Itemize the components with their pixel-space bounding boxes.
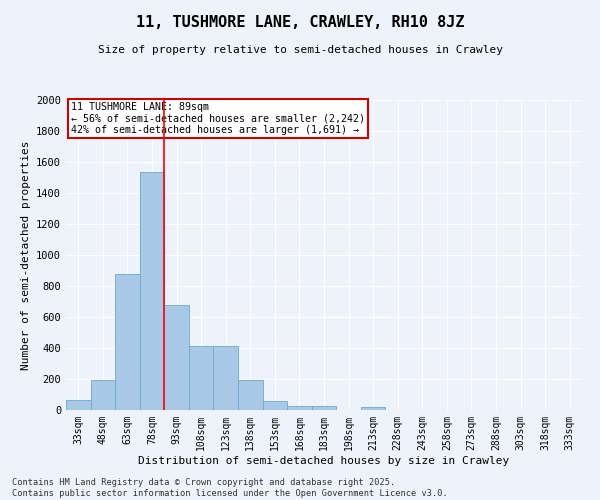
Bar: [164, 304, 189, 410]
Bar: [312, 406, 336, 410]
Bar: [214, 346, 238, 410]
Text: Size of property relative to semi-detached houses in Crawley: Size of property relative to semi-detach…: [97, 45, 503, 55]
Y-axis label: Number of semi-detached properties: Number of semi-detached properties: [20, 140, 31, 370]
Bar: [263, 402, 287, 410]
Bar: [140, 172, 164, 410]
Bar: [91, 380, 115, 410]
Text: 11, TUSHMORE LANE, CRAWLEY, RH10 8JZ: 11, TUSHMORE LANE, CRAWLEY, RH10 8JZ: [136, 15, 464, 30]
Text: Contains HM Land Registry data © Crown copyright and database right 2025.
Contai: Contains HM Land Registry data © Crown c…: [12, 478, 448, 498]
X-axis label: Distribution of semi-detached houses by size in Crawley: Distribution of semi-detached houses by …: [139, 456, 509, 466]
Bar: [238, 380, 263, 410]
Bar: [287, 406, 312, 410]
Bar: [189, 346, 214, 410]
Bar: [361, 407, 385, 410]
Text: 11 TUSHMORE LANE: 89sqm
← 56% of semi-detached houses are smaller (2,242)
42% of: 11 TUSHMORE LANE: 89sqm ← 56% of semi-de…: [71, 102, 365, 134]
Bar: [115, 274, 140, 410]
Bar: [66, 400, 91, 410]
